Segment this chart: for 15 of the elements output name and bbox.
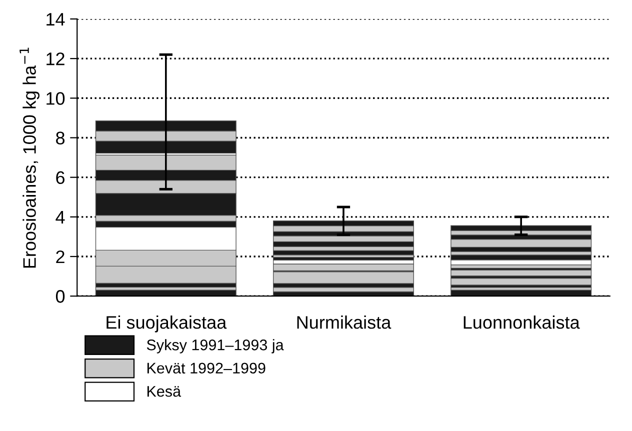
y-tick-label: 8 <box>56 132 65 144</box>
y-tick-label: 4 <box>56 211 65 224</box>
y-tick-label: 0 <box>56 290 65 303</box>
legend-label: Syksy 1991–1993 ja <box>146 339 284 354</box>
legend-label: Kesä <box>147 386 182 397</box>
x-tick-label: Luonnonkaista <box>464 316 580 329</box>
x-tick-label: Ei suojakaistaa <box>106 316 227 332</box>
y-tick-label: 6 <box>56 171 65 184</box>
x-tick-label: Nurmikaista <box>297 316 392 329</box>
y-axis-title: Eroosioaines, 1000 kg ha$^{−1}$ <box>20 48 40 268</box>
y-tick-label: 12 <box>46 52 64 66</box>
legend-label: Kevät 1992–1999 <box>147 362 266 374</box>
y-tick-label: 14 <box>46 13 65 26</box>
y-tick-label: 2 <box>56 250 64 264</box>
y-tick-label: 10 <box>46 92 65 105</box>
